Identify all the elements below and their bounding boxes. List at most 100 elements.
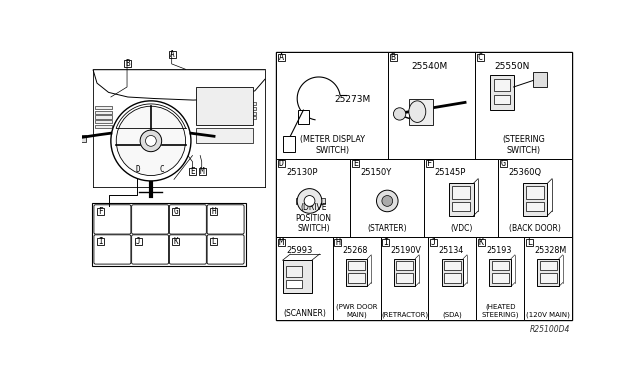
Bar [239, 112, 257, 115]
Bar [475, 52, 572, 158]
Text: B: B [125, 59, 130, 68]
Text: (PWR DOOR
MAIN): (PWR DOOR MAIN) [336, 304, 378, 318]
Text: G: G [173, 207, 178, 216]
Text: M: M [279, 238, 284, 247]
Bar [444, 273, 461, 283]
Bar [494, 95, 509, 104]
Bar [526, 186, 545, 199]
Bar [424, 158, 498, 237]
Bar [210, 208, 217, 215]
Bar [492, 273, 509, 283]
Bar [538, 259, 559, 286]
Text: 25268: 25268 [342, 246, 368, 256]
Text: (STEERING
SWITCH): (STEERING SWITCH) [502, 135, 545, 155]
Bar [490, 259, 511, 286]
Bar [394, 259, 415, 286]
Bar [352, 160, 359, 167]
Bar [348, 261, 365, 270]
Circle shape [382, 196, 393, 206]
Text: I: I [383, 238, 388, 247]
Text: A: A [170, 50, 174, 59]
Circle shape [376, 190, 398, 212]
Bar [283, 260, 312, 293]
Bar [426, 160, 433, 167]
Bar [381, 237, 428, 320]
Bar [159, 166, 166, 173]
Bar [298, 110, 308, 124]
Bar [444, 261, 461, 270]
Text: 25130P: 25130P [287, 168, 318, 177]
Bar [388, 52, 475, 158]
Bar [452, 186, 470, 199]
Bar [210, 238, 217, 245]
Bar [540, 261, 557, 270]
Bar [428, 237, 476, 320]
Bar [135, 238, 141, 245]
Text: E: E [353, 159, 358, 168]
Circle shape [304, 196, 315, 206]
Bar [524, 237, 572, 320]
Text: 25145P: 25145P [435, 168, 466, 177]
Bar [276, 52, 572, 320]
Bar [346, 259, 367, 286]
Text: (SDA): (SDA) [442, 311, 462, 318]
FancyBboxPatch shape [132, 205, 168, 234]
Text: M: M [200, 167, 204, 176]
Bar [72, 135, 86, 142]
Bar [124, 60, 131, 67]
FancyBboxPatch shape [94, 235, 131, 264]
Bar [95, 106, 113, 109]
Text: 25193: 25193 [486, 246, 512, 256]
Text: (DRIVE
POSITION
SWITCH): (DRIVE POSITION SWITCH) [296, 203, 332, 233]
Bar [452, 202, 470, 211]
Bar [321, 198, 325, 204]
Bar [168, 51, 175, 58]
Bar [113, 135, 120, 147]
Bar [172, 238, 179, 245]
Bar [276, 158, 350, 237]
Circle shape [140, 130, 162, 152]
Text: D: D [279, 159, 284, 168]
Text: 25540M: 25540M [411, 62, 447, 71]
Text: 25328M: 25328M [534, 246, 566, 256]
Bar [334, 239, 341, 246]
Bar [278, 239, 285, 246]
Bar [333, 237, 381, 320]
Bar [430, 239, 437, 246]
Bar [477, 54, 484, 61]
Text: G: G [500, 159, 506, 168]
Text: F: F [427, 159, 432, 168]
Text: H: H [335, 238, 340, 247]
Text: (METER DISPLAY
SWITCH): (METER DISPLAY SWITCH) [300, 135, 365, 155]
Bar [382, 239, 389, 246]
Bar [540, 273, 557, 283]
Text: (STARTER): (STARTER) [367, 224, 407, 233]
Circle shape [394, 108, 406, 120]
Text: (VDC): (VDC) [450, 224, 472, 233]
Bar [92, 203, 246, 266]
Text: C: C [477, 53, 483, 62]
Bar [95, 120, 113, 123]
Ellipse shape [409, 101, 426, 122]
Bar [97, 238, 104, 245]
FancyBboxPatch shape [170, 205, 206, 234]
Text: (120V MAIN): (120V MAIN) [526, 311, 570, 318]
Bar [239, 102, 257, 106]
FancyBboxPatch shape [132, 235, 168, 264]
Text: C: C [160, 165, 164, 174]
Text: 25134: 25134 [438, 246, 463, 256]
Text: D: D [135, 165, 140, 174]
Text: L: L [527, 238, 532, 247]
Bar [523, 183, 547, 216]
Text: (BACK DOOR): (BACK DOOR) [509, 224, 561, 233]
Text: 25150Y: 25150Y [360, 168, 392, 177]
Bar [348, 273, 365, 283]
Bar [198, 168, 205, 175]
Bar [276, 52, 388, 158]
Text: (RETRACTOR): (RETRACTOR) [381, 311, 428, 318]
Bar [525, 239, 532, 246]
Text: K: K [173, 237, 178, 246]
Bar [276, 237, 333, 320]
Bar [182, 135, 189, 147]
Text: H: H [211, 207, 216, 216]
